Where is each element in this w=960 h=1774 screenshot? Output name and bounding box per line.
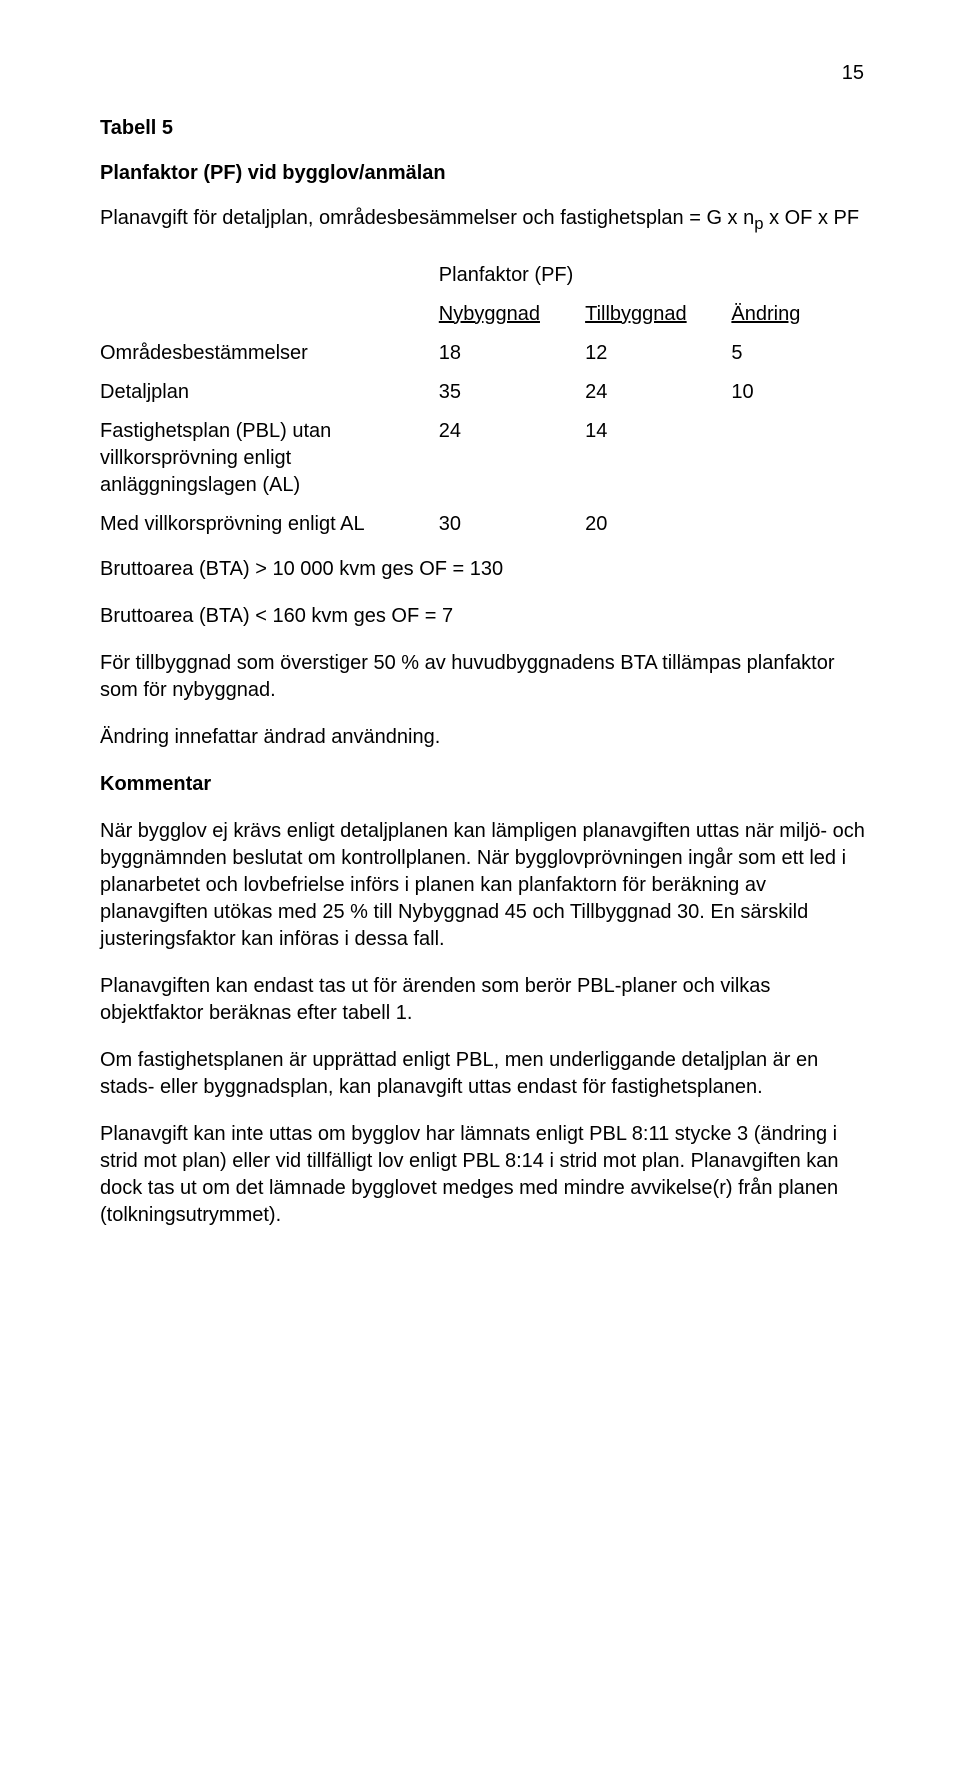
cell: 10 [731, 373, 870, 412]
cell: 24 [439, 412, 585, 505]
table-label: Tabell 5 [100, 115, 870, 142]
col-header-andring: Ändring [731, 295, 870, 334]
cell [731, 412, 870, 505]
formula-sub: p [754, 214, 763, 233]
bta-line-1: Bruttoarea (BTA) > 10 000 kvm ges OF = 1… [100, 556, 870, 583]
bta-line-2: Bruttoarea (BTA) < 160 kvm ges OF = 7 [100, 603, 870, 630]
row-label: Med villkorsprövning enligt AL [100, 505, 439, 544]
cell: 30 [439, 505, 585, 544]
cell: 14 [585, 412, 731, 505]
table-row: Fastighetsplan (PBL) utan villkorsprövni… [100, 412, 870, 505]
col-header-nybyggnad: Nybyggnad [439, 295, 585, 334]
kommentar-p3: Om fastighetsplanen är upprättad enligt … [100, 1047, 870, 1101]
table-row: Planfaktor (PF) [100, 256, 870, 295]
formula-text: Planavgift för detaljplan, områdesbesämm… [100, 207, 754, 229]
cell: 18 [439, 334, 585, 373]
cell: 35 [439, 373, 585, 412]
row-label: Områdesbestämmelser [100, 334, 439, 373]
tillbyggnad-note: För tillbyggnad som överstiger 50 % av h… [100, 650, 870, 704]
planfaktor-table: Planfaktor (PF) Nybyggnad Tillbyggnad Än… [100, 256, 870, 544]
pf-header: Planfaktor (PF) [439, 256, 870, 295]
formula-tail: x OF x PF [764, 207, 860, 229]
kommentar-p4: Planavgift kan inte uttas om bygglov har… [100, 1121, 870, 1229]
row-label: Fastighetsplan (PBL) utan villkorsprövni… [100, 412, 439, 505]
kommentar-p2: Planavgiften kan endast tas ut för ärend… [100, 973, 870, 1027]
table-row: Med villkorsprövning enligt AL 30 20 [100, 505, 870, 544]
table-title: Planfaktor (PF) vid bygglov/anmälan [100, 160, 870, 187]
kommentar-p1: När bygglov ej krävs enligt detaljplanen… [100, 818, 870, 953]
table-row: Nybyggnad Tillbyggnad Ändring [100, 295, 870, 334]
cell: 20 [585, 505, 731, 544]
andring-note: Ändring innefattar ändrad användning. [100, 724, 870, 751]
col-header-tillbyggnad: Tillbyggnad [585, 295, 731, 334]
cell: 5 [731, 334, 870, 373]
page-number: 15 [100, 60, 870, 87]
cell [731, 505, 870, 544]
table-row: Områdesbestämmelser 18 12 5 [100, 334, 870, 373]
cell: 24 [585, 373, 731, 412]
cell: 12 [585, 334, 731, 373]
table-row: Detaljplan 35 24 10 [100, 373, 870, 412]
formula-line: Planavgift för detaljplan, områdesbesämm… [100, 205, 870, 236]
row-label: Detaljplan [100, 373, 439, 412]
kommentar-heading: Kommentar [100, 771, 870, 798]
